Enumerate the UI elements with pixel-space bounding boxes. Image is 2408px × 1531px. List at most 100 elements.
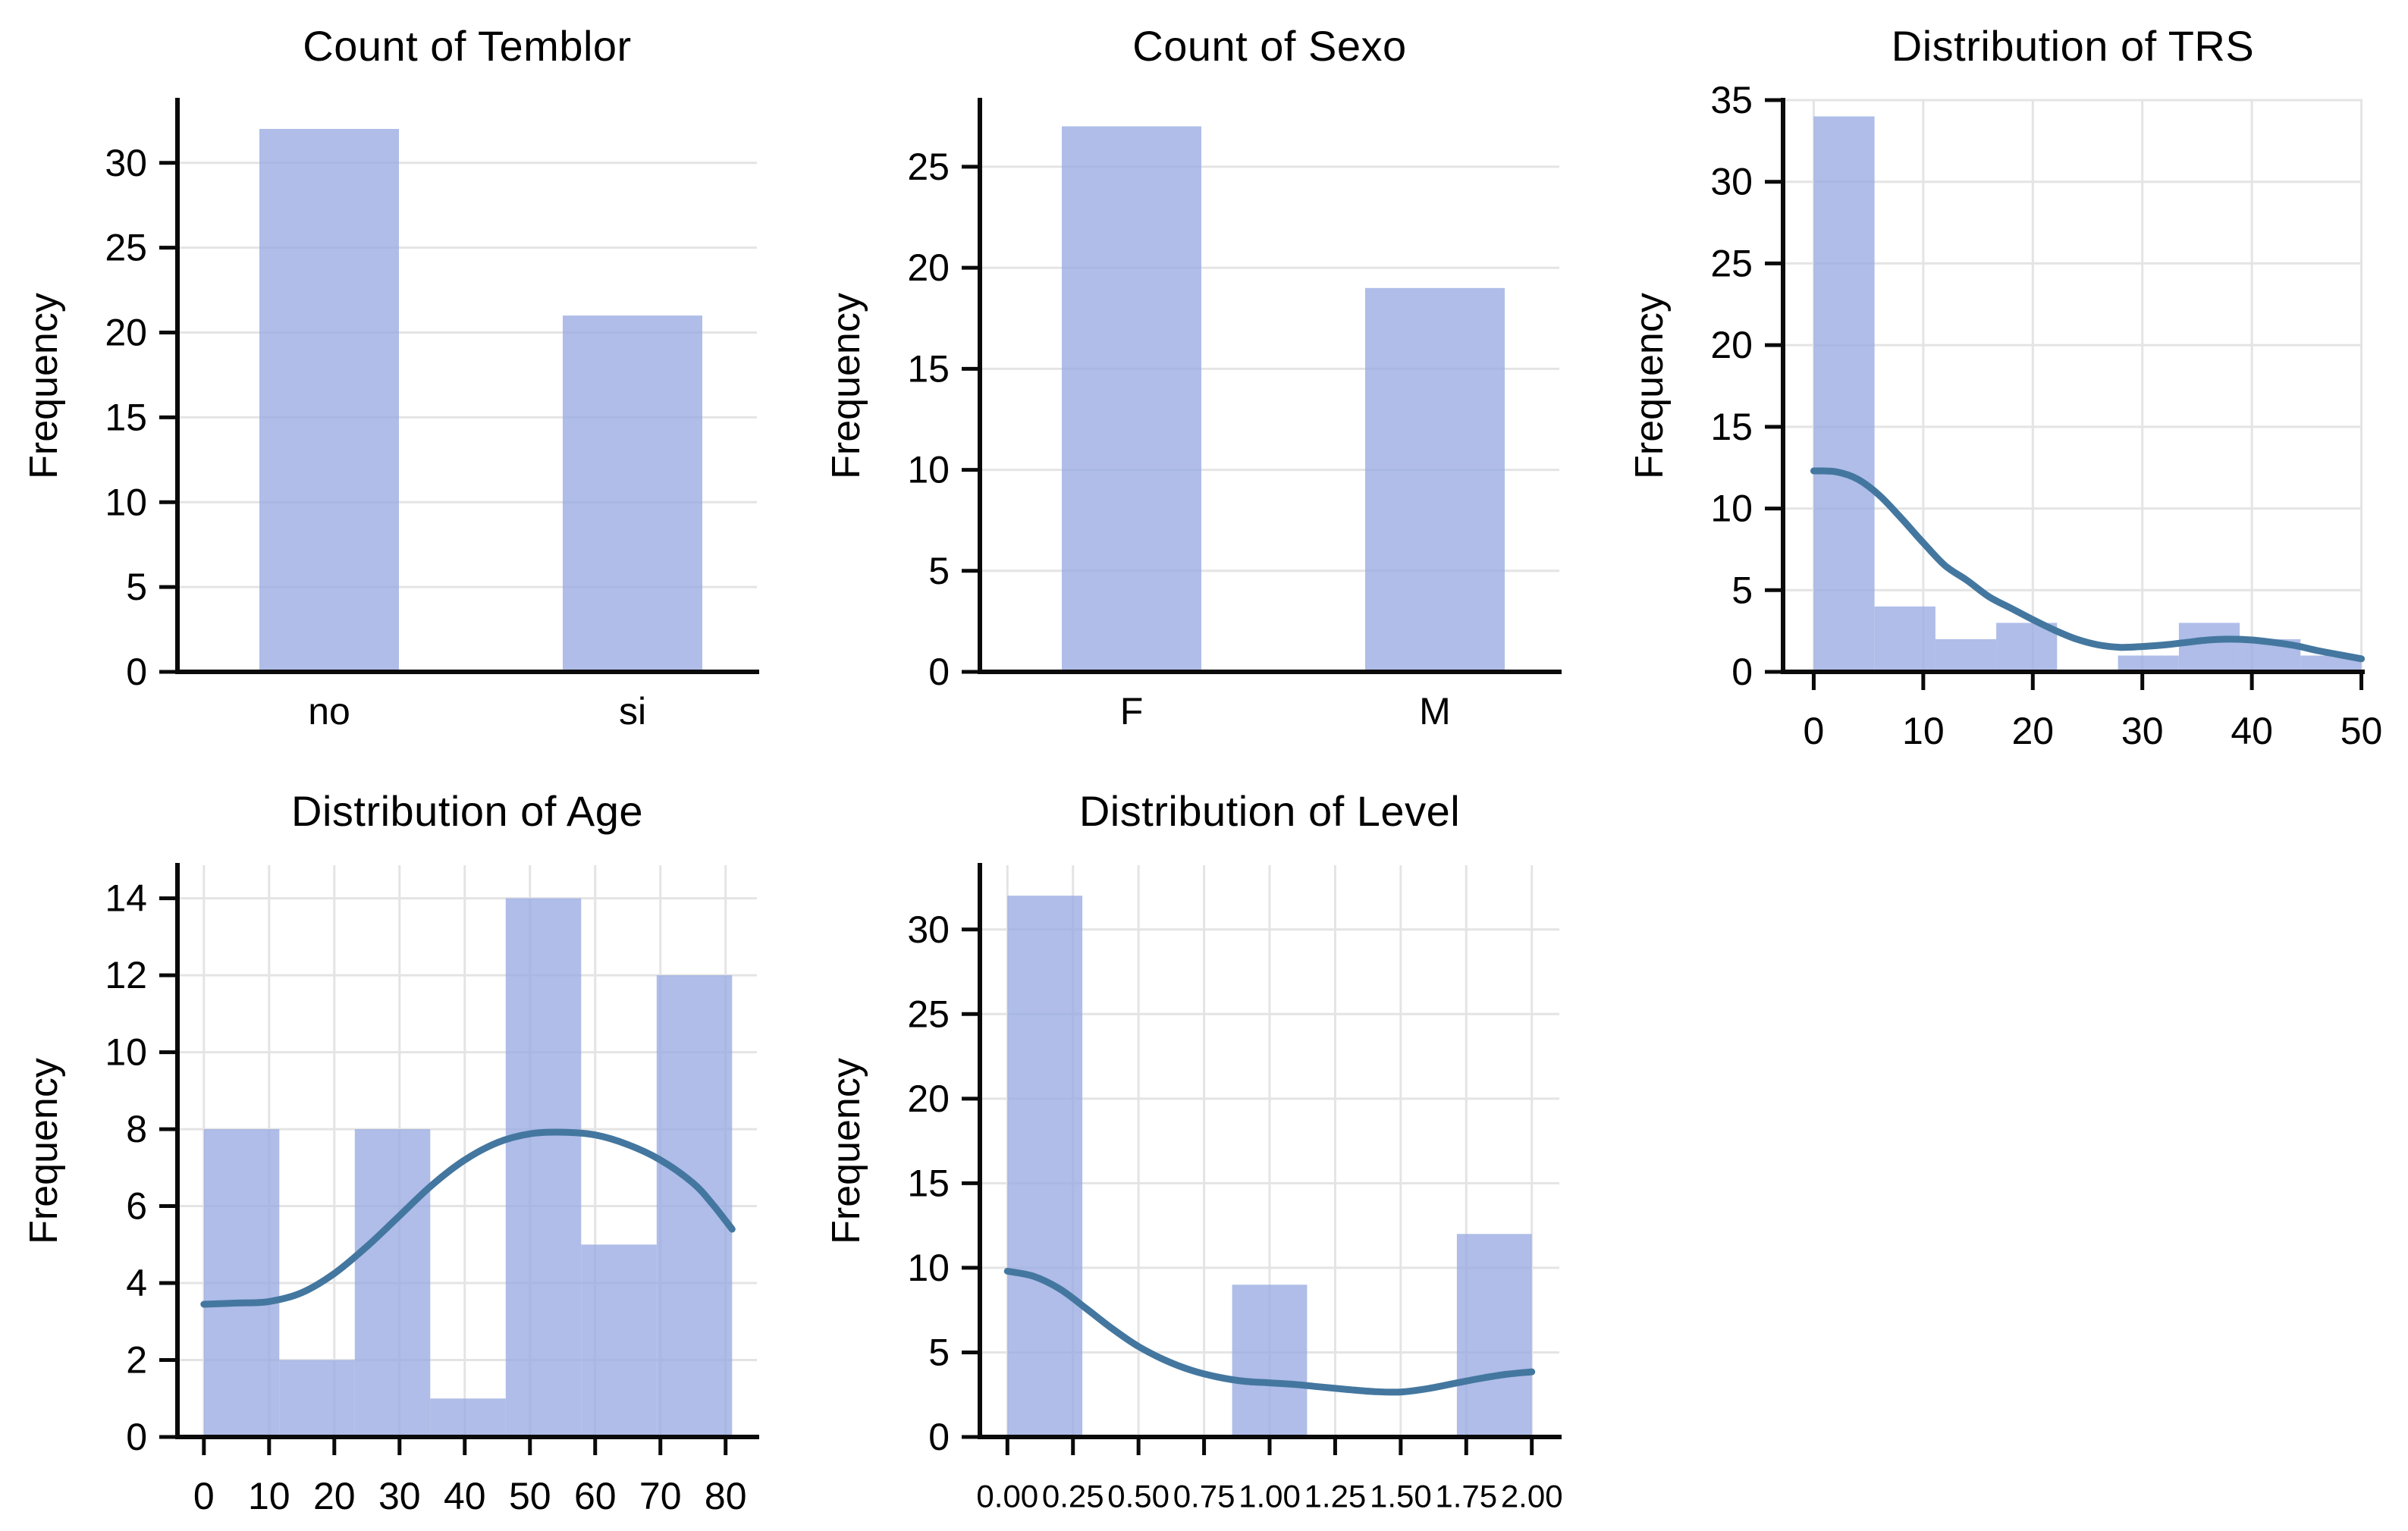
svg-text:50: 50: [509, 1475, 551, 1517]
svg-text:70: 70: [639, 1475, 682, 1517]
histogram-bar: [1935, 638, 1997, 672]
svg-text:60: 60: [574, 1475, 617, 1517]
svg-text:0: 0: [1731, 651, 1753, 693]
tick-labels: 0 5 10 15 20 25 F M: [907, 146, 1450, 733]
svg-text:5: 5: [928, 1331, 950, 1373]
trs-chart-canvas: 0 5 10 15 20 25 30 35 0 10 20 30 40 50 Frequency: [1628, 79, 2383, 752]
age-chart-canvas: 0 2 4 6 8 10 12 14 0 10 20 30 40 50 60 70 80 Frequency: [22, 863, 759, 1517]
bar: [1365, 287, 1505, 672]
histogram-bar: [1996, 623, 2058, 672]
chart-title: Distribution of Age: [291, 787, 643, 835]
subplot-distribution-of-age: 0 2 4 6 8 10 12 14 0 10 20 30 40 50 60 70 80 Frequency Di…: [0, 765, 802, 1530]
svg-text:20: 20: [1710, 324, 1753, 366]
y-axis-label: Frequency: [1628, 293, 1672, 479]
tick-marks: [159, 896, 728, 1455]
tick-labels: 0 2 4 6 8 10 12 14 0 10 20 30 40 50 60 70 80: [105, 877, 746, 1517]
svg-text:15: 15: [105, 396, 147, 438]
svg-text:4: 4: [126, 1262, 147, 1304]
svg-text:6: 6: [126, 1185, 147, 1228]
svg-text:no: no: [308, 690, 350, 733]
histogram-bar: [1874, 606, 1936, 672]
histogram-bar: [2300, 655, 2362, 672]
svg-text:10: 10: [1710, 488, 1753, 530]
svg-text:10: 10: [907, 449, 950, 491]
svg-text:14: 14: [105, 877, 147, 920]
svg-text:F: F: [1120, 690, 1144, 733]
svg-text:5: 5: [1731, 569, 1753, 611]
svg-text:0.50: 0.50: [1107, 1479, 1169, 1514]
svg-text:12: 12: [105, 954, 147, 996]
svg-text:30: 30: [378, 1475, 421, 1517]
svg-text:0: 0: [928, 1416, 950, 1458]
svg-text:5: 5: [126, 566, 147, 608]
kde-curve: [200, 1128, 736, 1308]
histogram-bar: [430, 1398, 506, 1437]
empty-subplot-area: [1606, 765, 2408, 1530]
svg-text:10: 10: [105, 1031, 147, 1074]
svg-text:40: 40: [2231, 710, 2273, 752]
svg-text:10: 10: [105, 481, 147, 523]
axes: [175, 98, 759, 674]
svg-text:0: 0: [928, 651, 950, 693]
bars: [259, 129, 702, 672]
tick-labels: 0 5 10 15 20 25 30 no si: [105, 142, 646, 733]
subplot-distribution-of-level: 0 5 10 15 20 25 30 0.00 0.25 0.50 0.75 1.00 1.25 1.50…: [802, 765, 1605, 1530]
bar: [259, 129, 399, 672]
svg-text:M: M: [1419, 690, 1451, 733]
y-axis-label: Frequency: [824, 293, 868, 479]
svg-text:1.00: 1.00: [1239, 1479, 1301, 1514]
temblor-chart-canvas: 0 5 10 15 20 25 30 no si Frequency: [22, 98, 759, 733]
svg-text:0.00: 0.00: [976, 1479, 1038, 1514]
tick-marks: [962, 165, 980, 674]
bar: [563, 315, 702, 672]
histogram-bar: [354, 1129, 431, 1437]
svg-text:50: 50: [2341, 710, 2383, 752]
svg-text:15: 15: [907, 1162, 950, 1204]
svg-text:0: 0: [126, 651, 147, 693]
histogram-bar: [279, 1360, 355, 1437]
histogram-bar: [656, 975, 733, 1437]
svg-text:5: 5: [928, 550, 950, 592]
tick-marks: [159, 161, 177, 674]
svg-text:1.75: 1.75: [1435, 1479, 1497, 1514]
histogram-bar: [505, 898, 582, 1437]
axes: [978, 98, 1562, 674]
y-axis-label: Frequency: [824, 1058, 868, 1244]
svg-text:30: 30: [907, 908, 950, 951]
bars: [1007, 896, 1532, 1437]
chart-title: Distribution of TRS: [1891, 22, 2255, 70]
svg-text:40: 40: [444, 1475, 486, 1517]
bars: [1813, 116, 2362, 672]
svg-text:80: 80: [705, 1475, 747, 1517]
histogram-bar: [1456, 1234, 1532, 1437]
histogram-bar: [1813, 116, 1875, 672]
svg-text:0: 0: [193, 1475, 215, 1517]
svg-text:1.50: 1.50: [1370, 1479, 1432, 1514]
kde-curve: [1810, 467, 2366, 663]
sexo-chart-canvas: 0 5 10 15 20 25 F M Frequency: [824, 98, 1562, 733]
svg-text:30: 30: [2121, 710, 2164, 752]
svg-text:0: 0: [1804, 710, 1825, 752]
tick-marks: [1765, 98, 2364, 690]
histogram-bar: [2118, 655, 2179, 672]
svg-text:35: 35: [1710, 79, 1753, 121]
histogram-bar: [581, 1244, 657, 1437]
svg-text:25: 25: [907, 146, 950, 188]
svg-text:1.25: 1.25: [1304, 1479, 1367, 1514]
level-chart-canvas: 0 5 10 15 20 25 30 0.00 0.25 0.50 0.75 1.00 1.25 1.50…: [824, 863, 1563, 1514]
svg-text:10: 10: [1902, 710, 1945, 752]
svg-text:30: 30: [105, 142, 147, 184]
svg-text:25: 25: [907, 993, 950, 1035]
svg-text:2: 2: [126, 1339, 147, 1382]
chart-title: Count of Temblor: [303, 22, 632, 70]
svg-text:8: 8: [126, 1108, 147, 1150]
svg-text:20: 20: [907, 246, 950, 289]
svg-text:10: 10: [248, 1475, 290, 1517]
gridlines: [1783, 99, 2363, 672]
y-axis-label: Frequency: [22, 293, 66, 479]
tick-labels: 0 5 10 15 20 25 30 0.00 0.25 0.50 0.75 1.00 1.25 1.50…: [907, 908, 1562, 1514]
svg-text:15: 15: [907, 347, 950, 390]
kde-curve: [1003, 1267, 1536, 1396]
svg-text:25: 25: [105, 227, 147, 269]
